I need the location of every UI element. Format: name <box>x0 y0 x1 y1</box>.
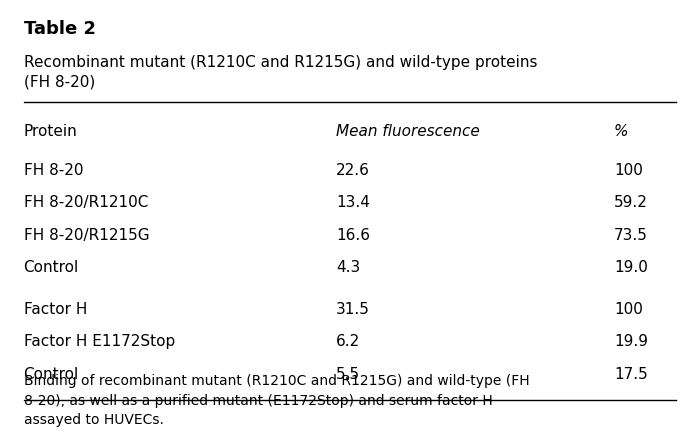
Text: FH 8-20/R1215G: FH 8-20/R1215G <box>24 228 149 242</box>
Text: 16.6: 16.6 <box>336 228 370 242</box>
Text: 6.2: 6.2 <box>336 334 360 350</box>
Text: 100: 100 <box>614 163 643 178</box>
Text: 19.9: 19.9 <box>614 334 648 350</box>
Text: Factor H E1172Stop: Factor H E1172Stop <box>24 334 175 350</box>
Text: 4.3: 4.3 <box>336 260 360 275</box>
Text: 100: 100 <box>614 302 643 317</box>
Text: 22.6: 22.6 <box>336 163 370 178</box>
Text: 19.0: 19.0 <box>614 260 648 275</box>
Text: 59.2: 59.2 <box>614 195 648 210</box>
Text: 31.5: 31.5 <box>336 302 370 317</box>
Text: 5.5: 5.5 <box>336 367 360 382</box>
Text: Mean fluorescence: Mean fluorescence <box>336 124 480 139</box>
Text: FH 8-20/R1210C: FH 8-20/R1210C <box>24 195 148 210</box>
Text: Table 2: Table 2 <box>24 20 96 38</box>
Text: 13.4: 13.4 <box>336 195 370 210</box>
Text: Control: Control <box>24 367 79 382</box>
Text: %: % <box>614 124 629 139</box>
Text: Factor H: Factor H <box>24 302 87 317</box>
Text: Recombinant mutant (R1210C and R1215G) and wild-type proteins
(FH 8-20): Recombinant mutant (R1210C and R1215G) a… <box>24 54 537 89</box>
Text: FH 8-20: FH 8-20 <box>24 163 83 178</box>
Text: Binding of recombinant mutant (R1210C and R1215G) and wild-type (FH
8-20), as we: Binding of recombinant mutant (R1210C an… <box>24 374 529 427</box>
Text: 73.5: 73.5 <box>614 228 648 242</box>
Text: Control: Control <box>24 260 79 275</box>
Text: 17.5: 17.5 <box>614 367 648 382</box>
Text: Protein: Protein <box>24 124 78 139</box>
